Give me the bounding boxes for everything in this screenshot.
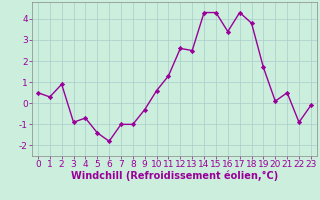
X-axis label: Windchill (Refroidissement éolien,°C): Windchill (Refroidissement éolien,°C) xyxy=(71,171,278,181)
